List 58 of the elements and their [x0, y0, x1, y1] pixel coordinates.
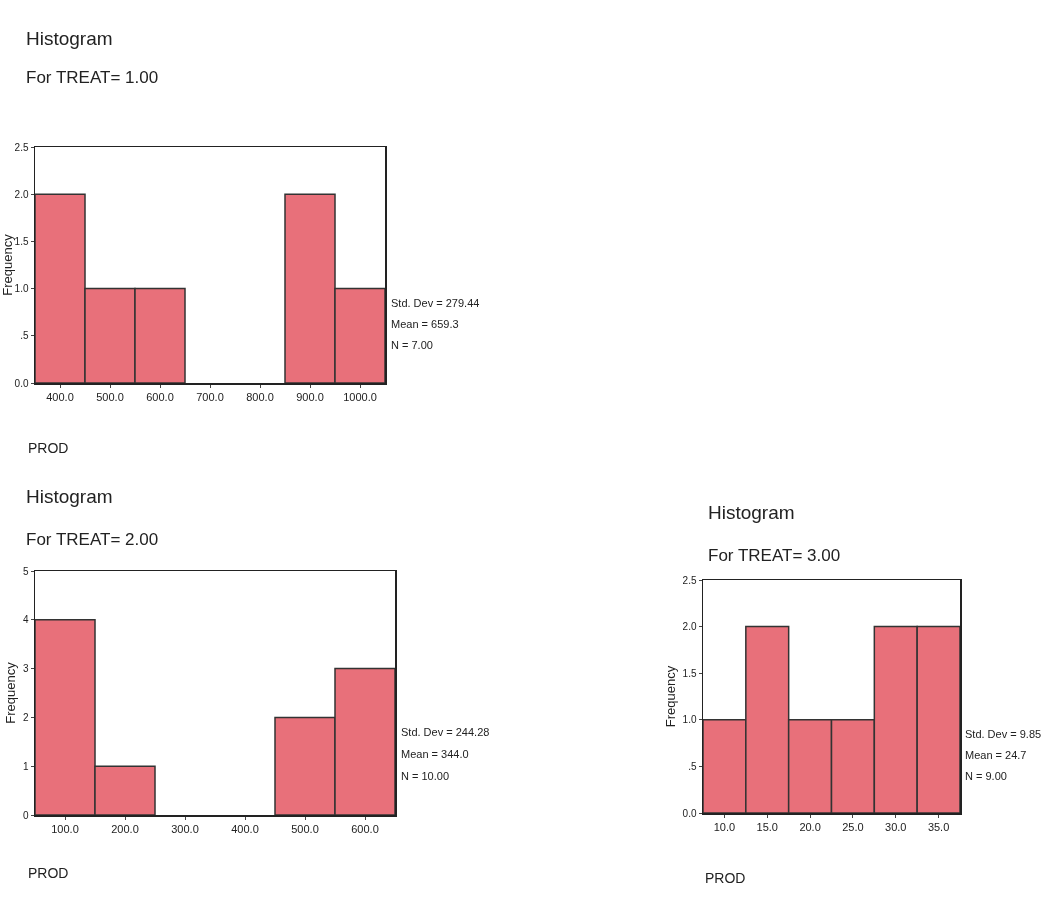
text: N = 9.00	[965, 770, 1007, 782]
text: Mean = 24.7	[965, 749, 1027, 761]
x-tick-label: 400.0	[231, 822, 259, 835]
text: Std. Dev = 9.85	[965, 728, 1042, 740]
x-tick-label: 200.0	[111, 822, 139, 835]
x-tick-label: 10.0	[713, 820, 736, 833]
chart-title: Histogram	[26, 28, 113, 50]
text: Std. Dev = 279.44	[391, 297, 480, 309]
text: Mean = 659.3	[391, 318, 459, 330]
y-axis-title: Frequency	[0, 233, 15, 296]
x-tick-label: 500.0	[96, 390, 124, 403]
y-tick-label: .5	[20, 330, 29, 342]
text: Mean = 344.0	[401, 748, 469, 760]
y-tick-label: 5	[22, 565, 29, 577]
chart-title: Histogram	[708, 502, 795, 524]
chart-subtitle: For TREAT= 2.00	[26, 530, 159, 550]
x-axis-title: PROD	[28, 440, 69, 456]
y-tick-label: 2.0	[682, 621, 697, 633]
y-tick-label: 1.0	[682, 714, 697, 726]
y-tick-label: 3	[22, 663, 29, 675]
x-tick-label: 700.0	[196, 390, 224, 403]
x-tick-label: 900.0	[296, 390, 324, 403]
text: Std. Dev = 244.28	[401, 726, 490, 738]
y-tick-label: 2.5	[682, 574, 697, 586]
x-tick-label: 100.0	[51, 822, 79, 835]
text: N = 10.00	[401, 770, 450, 782]
x-tick-label: 500.0	[291, 822, 319, 835]
y-tick-label: 0.0	[682, 807, 697, 819]
x-tick-label: 800.0	[246, 390, 274, 403]
y-tick-label: 0	[22, 809, 29, 821]
chart-title: Histogram	[26, 486, 113, 508]
y-axis-title: Frequency	[3, 661, 19, 724]
y-tick-label: .5	[688, 760, 697, 772]
chart-subtitle: For TREAT= 1.00	[26, 68, 159, 88]
text: N = 7.00	[391, 339, 433, 351]
x-tick-label: 600.0	[351, 822, 379, 835]
y-tick-label: 2	[22, 711, 29, 723]
y-tick-label: 1.5	[682, 667, 697, 679]
x-tick-label: 15.0	[756, 820, 778, 833]
y-tick-label: 2.5	[14, 141, 29, 153]
y-axis-title: Frequency	[662, 665, 678, 728]
y-tick-label: 0.0	[14, 377, 29, 389]
y-tick-label: 1.0	[14, 283, 29, 295]
x-tick-label: 300.0	[171, 822, 199, 835]
y-tick-label: 4	[22, 614, 29, 626]
y-tick-label: 1.5	[14, 235, 29, 247]
x-axis-title: PROD	[28, 865, 69, 881]
x-axis-title: PROD	[705, 870, 746, 886]
x-tick-label: 25.0	[842, 820, 864, 833]
x-tick-label: 30.0	[885, 820, 907, 833]
y-tick-label: 1	[22, 760, 29, 772]
chart-subtitle: For TREAT= 3.00	[708, 546, 841, 566]
y-tick-label: 2.0	[14, 188, 29, 200]
x-tick-label: 20.0	[799, 820, 821, 833]
x-tick-label: 35.0	[927, 820, 950, 833]
x-tick-label: 600.0	[146, 390, 174, 403]
x-tick-label: 1000.0	[343, 390, 377, 403]
x-tick-label: 400.0	[46, 390, 74, 403]
